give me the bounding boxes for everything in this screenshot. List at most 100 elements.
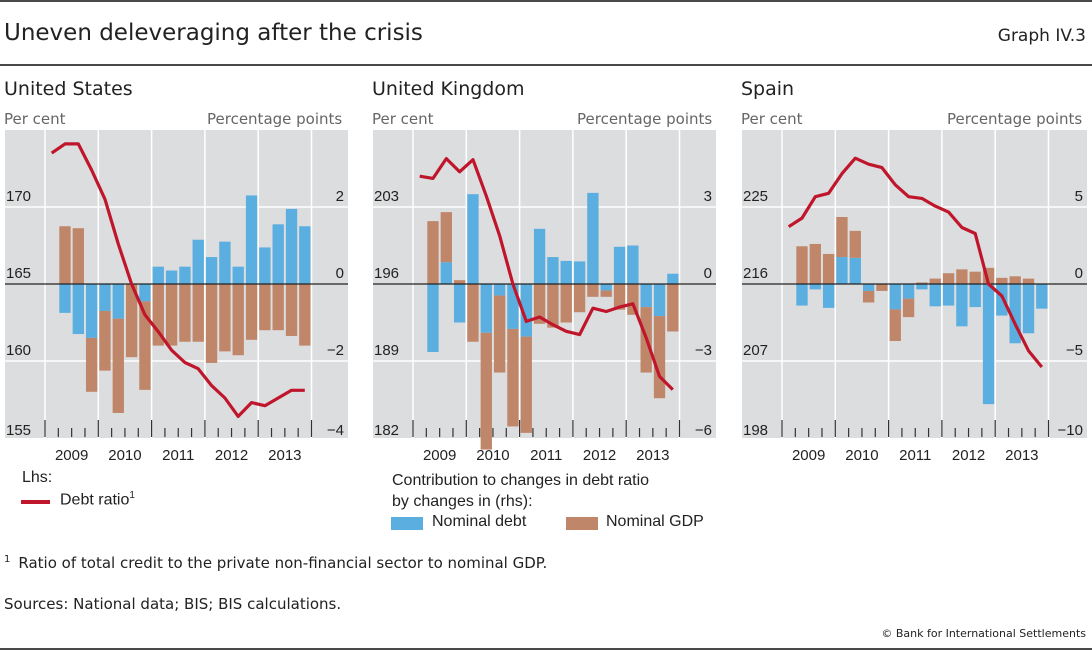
bar-nominal-gdp — [587, 284, 599, 297]
bar-nominal-gdp — [507, 328, 519, 427]
bar-nominal-debt — [956, 284, 968, 327]
rhs-tick-label: −10 — [1058, 422, 1083, 439]
year-label: 2010 — [845, 447, 878, 464]
chart-united-kingdom: 182 189 196 203 −6 −3 0 3 2009 2010 2011 2012 2013 — [373, 130, 716, 464]
bar-nominal-gdp — [996, 277, 1008, 284]
bar-nominal-debt — [796, 284, 808, 306]
rhs-tick-label: −5 — [1066, 342, 1083, 359]
year-label: 2010 — [476, 447, 509, 464]
bar-nominal-gdp — [822, 253, 835, 284]
bar-nominal-gdp — [467, 284, 479, 342]
bar-nominal-debt — [99, 284, 111, 311]
bar-nominal-debt — [440, 262, 452, 284]
bar-nominal-gdp — [453, 280, 466, 284]
bar-nominal-gdp — [232, 284, 244, 356]
rhs-tick-label: 0 — [704, 265, 712, 282]
bar-nominal-debt — [179, 266, 191, 284]
year-label: 2012 — [215, 447, 248, 464]
year-label: 2013 — [268, 447, 301, 464]
lhs-unit-es: Per cent — [741, 110, 803, 128]
bar-nominal-debt — [152, 266, 164, 284]
rhs-tick-label: 2 — [336, 188, 344, 205]
bar-nominal-debt — [942, 284, 955, 306]
bar-nominal-gdp — [299, 284, 311, 346]
bar-nominal-gdp — [982, 267, 995, 284]
graph-number: Graph IV.3 — [997, 26, 1086, 46]
bottom-rule — [0, 648, 1092, 650]
bar-nominal-gdp — [85, 337, 98, 392]
rhs-tick-label: −2 — [327, 342, 344, 359]
bar-nominal-gdp — [192, 284, 204, 342]
bar-nominal-debt — [1022, 284, 1035, 334]
bar-nominal-debt — [480, 284, 492, 333]
bar-nominal-debt — [640, 284, 652, 308]
debt-ratio-line — [787, 156, 1044, 369]
bar-nominal-gdp — [285, 284, 298, 336]
bar-nominal-debt — [245, 195, 258, 284]
lhs-unit-uk: Per cent — [372, 110, 434, 128]
legend-nominal-debt: Nominal debt — [432, 513, 527, 530]
header-rule — [0, 64, 1092, 66]
lhs-tick-label: 165 — [6, 265, 31, 282]
legend-debt-ratio-line — [21, 500, 50, 504]
bar-nominal-debt — [165, 270, 178, 284]
bar-nominal-debt — [862, 284, 875, 291]
bar-nominal-gdp — [809, 243, 821, 284]
bar-nominal-debt — [613, 246, 626, 284]
rhs-unit-es: Percentage points — [947, 110, 1083, 128]
bar-nominal-debt — [232, 266, 244, 284]
bar-nominal-debt — [1036, 284, 1048, 309]
bar-nominal-gdp — [1022, 278, 1035, 284]
bar-nominal-debt — [507, 284, 519, 329]
year-label: 2010 — [108, 447, 141, 464]
bar-nominal-debt — [667, 273, 679, 284]
bar-nominal-gdp — [929, 278, 941, 284]
bar-nominal-gdp — [205, 284, 218, 363]
bar-nominal-gdp — [179, 284, 191, 342]
rhs-tick-label: 0 — [336, 265, 344, 282]
bar-nominal-gdp — [427, 221, 439, 284]
bar-nominal-gdp — [139, 301, 151, 390]
legend-debt-ratio-sup: 1 — [129, 490, 135, 501]
debt-ratio-line — [419, 157, 674, 391]
bar-nominal-debt — [982, 284, 995, 405]
bar-nominal-gdp — [520, 336, 532, 433]
copyright: © Bank for International Settlements — [881, 627, 1086, 640]
legend-debt-ratio: Debt ratio1 — [60, 490, 135, 509]
bar-nominal-debt — [112, 284, 124, 319]
bar-nominal-gdp — [796, 246, 808, 284]
bar-nominal-debt — [520, 284, 532, 337]
bar-nominal-gdp — [440, 212, 452, 263]
footnote-text: Ratio of total credit to the private non… — [18, 554, 548, 572]
bar-nominal-debt — [192, 239, 204, 284]
footnote-marker: 1 — [4, 554, 11, 565]
legend-rhs-heading-2: by changes in (rhs): — [392, 493, 533, 510]
bar-nominal-debt — [427, 284, 439, 353]
lhs-tick-label: 196 — [374, 265, 399, 282]
bar-nominal-gdp — [600, 290, 612, 297]
bar-nominal-debt — [627, 245, 639, 284]
bar-nominal-gdp — [1009, 276, 1021, 284]
bar-nominal-gdp — [613, 284, 626, 310]
rhs-tick-label: −6 — [695, 422, 712, 439]
rhs-tick-label: 5 — [1075, 188, 1083, 205]
bar-nominal-debt — [272, 224, 284, 284]
bar-nominal-gdp — [942, 273, 955, 284]
bar-nominal-gdp — [667, 284, 679, 332]
sources: Sources: National data; BIS; BIS calcula… — [4, 595, 342, 613]
bar-nominal-gdp — [59, 226, 71, 284]
bar-nominal-debt — [822, 284, 835, 308]
year-label: 2009 — [55, 447, 88, 464]
bar-nominal-gdp — [259, 284, 271, 331]
footnote: 1 Ratio of total credit to the private no… — [4, 554, 547, 572]
bar-nominal-gdp — [480, 332, 492, 450]
bar-nominal-gdp — [493, 295, 506, 373]
bar-nominal-debt — [299, 226, 311, 284]
legend-nominal-gdp-swatch — [566, 517, 598, 530]
debt-ratio-line — [50, 142, 305, 418]
bar-nominal-gdp — [969, 271, 981, 284]
lhs-tick-label: 182 — [374, 422, 399, 439]
legend-rhs-heading-1: Contribution to changes in debt ratio — [392, 472, 650, 489]
rhs-tick-label: −4 — [327, 422, 344, 439]
bar-nominal-debt — [533, 228, 546, 284]
